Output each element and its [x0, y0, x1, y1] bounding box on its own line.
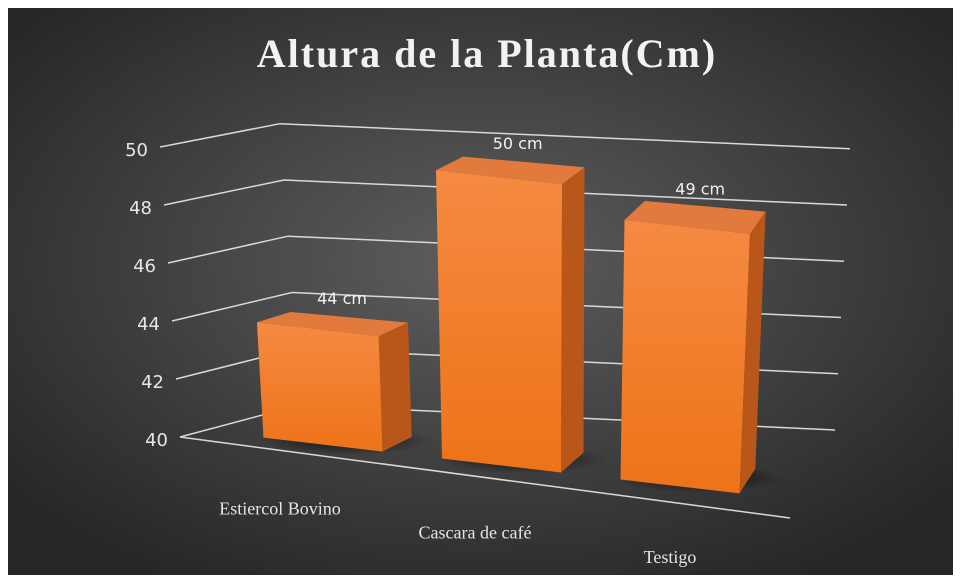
bar-top [436, 156, 585, 185]
y-tick-label: 50 [125, 140, 148, 161]
y-tick-label: 44 [137, 314, 160, 335]
bar-front [620, 220, 750, 494]
chart-title: Altura de la Planta(Cm) [257, 31, 717, 76]
y-tick-label: 48 [129, 198, 152, 219]
x-tick-label: Cascara de café [419, 523, 532, 543]
grid-line [159, 122, 851, 150]
value-label: 44 cm [317, 289, 367, 308]
grid-line [163, 179, 848, 206]
x-tick-label: Estiercol Bovino [219, 498, 340, 518]
bar-front [436, 170, 562, 473]
y-tick-label: 42 [141, 372, 164, 393]
y-tick-label: 46 [133, 256, 156, 277]
x-tick-label: Testigo [644, 547, 697, 567]
bar-side [739, 211, 766, 494]
floor-edge [179, 436, 791, 519]
value-label: 50 cm [493, 134, 543, 153]
bar-top [624, 201, 766, 234]
bar-top [256, 312, 408, 337]
value-label: 49 cm [675, 179, 725, 198]
bar-front [256, 322, 383, 452]
bar-side [378, 322, 412, 452]
bar-side [561, 167, 585, 473]
y-tick-label: 40 [145, 430, 168, 451]
